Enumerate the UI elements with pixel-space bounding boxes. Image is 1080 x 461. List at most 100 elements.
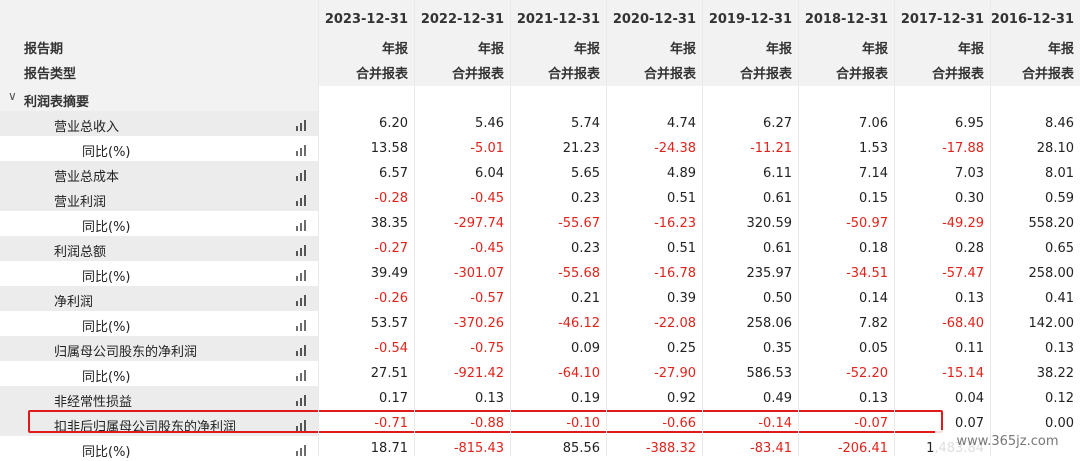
table-cell: 85.56 (562, 441, 600, 456)
bar-chart-icon[interactable] (296, 319, 310, 331)
row-label: 利润总额 (54, 245, 107, 260)
row-label-cell (0, 386, 318, 411)
column-separator (702, 0, 703, 456)
column-header[interactable]: 2019-12-31 年报 合并报表 (702, 0, 798, 86)
table-cell: 0.41 (1045, 291, 1074, 306)
bar-chart-icon[interactable] (296, 269, 310, 281)
table-cell: 0.11 (955, 341, 984, 356)
table-cell: -301.07 (453, 266, 504, 281)
table-cell: 27.51 (370, 366, 408, 381)
column-period: 年报 (669, 42, 696, 57)
bar-chart-icon[interactable] (296, 119, 310, 131)
column-type: 合并报表 (355, 67, 408, 82)
table-row[interactable]: 同比(%) 39.49 -301.07 -55.68 -16.78 235.97 -34.5… (0, 261, 1080, 286)
table-row[interactable]: 同比(%) 13.58 -5.01 21.23 -24.38 -11.21 1.53 -17.… (0, 136, 1080, 161)
table-row[interactable]: 扣非后归属母公司股东的净利润 -0.71 -0.88 -0.10 -0.66 -0.14-… (0, 411, 1080, 436)
column-type: 合并报表 (643, 67, 696, 82)
column-period: 年报 (861, 42, 888, 57)
table-cell: 0.04 (955, 391, 984, 406)
bar-chart-icon[interactable] (296, 194, 310, 206)
column-header[interactable]: 2017-12-31 年报 合并报表 (894, 0, 990, 86)
bar-chart-icon[interactable] (296, 344, 310, 356)
column-type: 合并报表 (835, 67, 888, 82)
table-cell: 6.27 (763, 116, 792, 131)
table-row[interactable]: 同比(%) 27.51 -921.42 -64.10 -27.90 586.53 -52.2… (0, 361, 1080, 386)
column-header[interactable]: 2022-12-31 年报 合并报表 (414, 0, 510, 86)
table-cell: 0.21 (571, 291, 600, 306)
table-cell: -34.51 (846, 266, 888, 281)
column-date: 2019-12-31 (708, 12, 792, 27)
table-cell: 7.03 (955, 166, 984, 181)
row-label: 营业利润 (54, 195, 107, 210)
table-cell: -5.01 (470, 141, 504, 156)
bar-chart-icon[interactable] (296, 244, 310, 256)
table-cell: 0.92 (667, 391, 696, 406)
table-cell: -0.71 (374, 416, 408, 431)
column-separator (606, 0, 607, 456)
table-cell: -11.21 (750, 141, 792, 156)
table-cell: 0.15 (859, 191, 888, 206)
column-date: 2016-12-31 (990, 12, 1074, 27)
table-cell: -297.74 (453, 216, 504, 231)
section-label: 利润表摘要 (24, 95, 90, 110)
table-cell: 38.22 (1036, 366, 1074, 381)
bar-chart-icon[interactable] (296, 444, 310, 456)
table-row[interactable]: 归属母公司股东的净利润 -0.54 -0.75 0.09 0.25 0.35 0.05 0.1… (0, 336, 1080, 361)
column-header[interactable]: 2016-12-31 年报 合并报表 (990, 0, 1080, 86)
table-cell: 0.23 (571, 191, 600, 206)
table-cell: 258.06 (746, 316, 793, 331)
table-row[interactable]: 利润总额 -0.27 -0.45 0.23 0.51 0.61 0.18 0.28 0.65 (0, 236, 1080, 261)
column-type: 合并报表 (1021, 67, 1074, 82)
column-header[interactable]: 2021-12-31 年报 合并报表 (510, 0, 606, 86)
table-cell: -55.67 (558, 216, 600, 231)
bar-chart-icon[interactable] (296, 369, 310, 381)
table-row[interactable]: 同比(%) 18.71 -815.43 85.56 -388.32 -83.41 -206.… (0, 436, 1080, 461)
bar-chart-icon[interactable] (296, 294, 310, 306)
table-cell: 5.46 (475, 116, 504, 131)
table-cell: -0.66 (662, 416, 696, 431)
table-cell: 53.57 (370, 316, 408, 331)
column-separator (798, 0, 799, 456)
column-separator (990, 0, 991, 456)
table-cell: 0.05 (859, 341, 888, 356)
column-header[interactable]: 2023-12-31 年报 合并报表 (318, 0, 414, 86)
table-cell: -921.42 (453, 366, 504, 381)
bar-chart-icon[interactable] (296, 419, 310, 431)
table-cell: 0.17 (379, 391, 408, 406)
row-label: 营业总成本 (54, 170, 120, 185)
table-row[interactable]: 营业总收入 6.20 5.46 5.74 4.74 6.27 7.06 6.95 8.46 (0, 111, 1080, 136)
table-row[interactable]: 营业总成本 6.57 6.04 5.65 4.89 6.11 7.14 7.03 8.01 (0, 161, 1080, 186)
table-cell: 0.50 (763, 291, 792, 306)
column-type: 合并报表 (547, 67, 600, 82)
table-cell: -68.40 (942, 316, 984, 331)
table-row[interactable]: 营业利润 -0.28 -0.45 0.23 0.51 0.61 0.15 0.30 0.59 (0, 186, 1080, 211)
table-row[interactable]: 净利润 -0.26 -0.57 0.21 0.39 0.50 0.14 0.13 0.41 (0, 286, 1080, 311)
row-label-cell (0, 136, 318, 161)
table-cell: 38.35 (370, 216, 408, 231)
column-header[interactable]: 2020-12-31 年报 合并报表 (606, 0, 702, 86)
chevron-down-icon[interactable]: ∨ (8, 89, 17, 103)
row-label: 同比(%) (82, 445, 131, 460)
table-cell: 6.11 (763, 166, 792, 181)
table-row[interactable]: 非经常性损益 0.17 0.13 0.19 0.92 0.49 0.13 0.04 0.12 (0, 386, 1080, 411)
bar-chart-icon[interactable] (296, 394, 310, 406)
table-cell: 0.13 (1045, 341, 1074, 356)
row-label: 同比(%) (82, 320, 131, 335)
bar-chart-icon[interactable] (296, 144, 310, 156)
section-income-summary[interactable]: ∨ 利润表摘要 (0, 86, 1080, 111)
column-separator (414, 0, 415, 456)
table-row[interactable]: 同比(%) 53.57 -370.26 -46.12 -22.08 258.06 7.82 -… (0, 311, 1080, 336)
table-cell: 142.00 (1028, 316, 1075, 331)
bar-chart-icon[interactable] (296, 169, 310, 181)
column-header[interactable]: 2018-12-31 年报 合并报表 (798, 0, 894, 86)
column-period: 年报 (573, 42, 600, 57)
table-cell: 5.65 (571, 166, 600, 181)
table-cell: 6.04 (475, 166, 504, 181)
table-cell: -55.68 (558, 266, 600, 281)
column-date: 2022-12-31 (420, 12, 504, 27)
table-row[interactable]: 同比(%) 38.35 -297.74 -55.67 -16.23 320.59 -50.9… (0, 211, 1080, 236)
bar-chart-icon[interactable] (296, 219, 310, 231)
column-type: 合并报表 (739, 67, 792, 82)
table-cell: 0.35 (763, 341, 792, 356)
table-cell: -0.14 (758, 416, 792, 431)
